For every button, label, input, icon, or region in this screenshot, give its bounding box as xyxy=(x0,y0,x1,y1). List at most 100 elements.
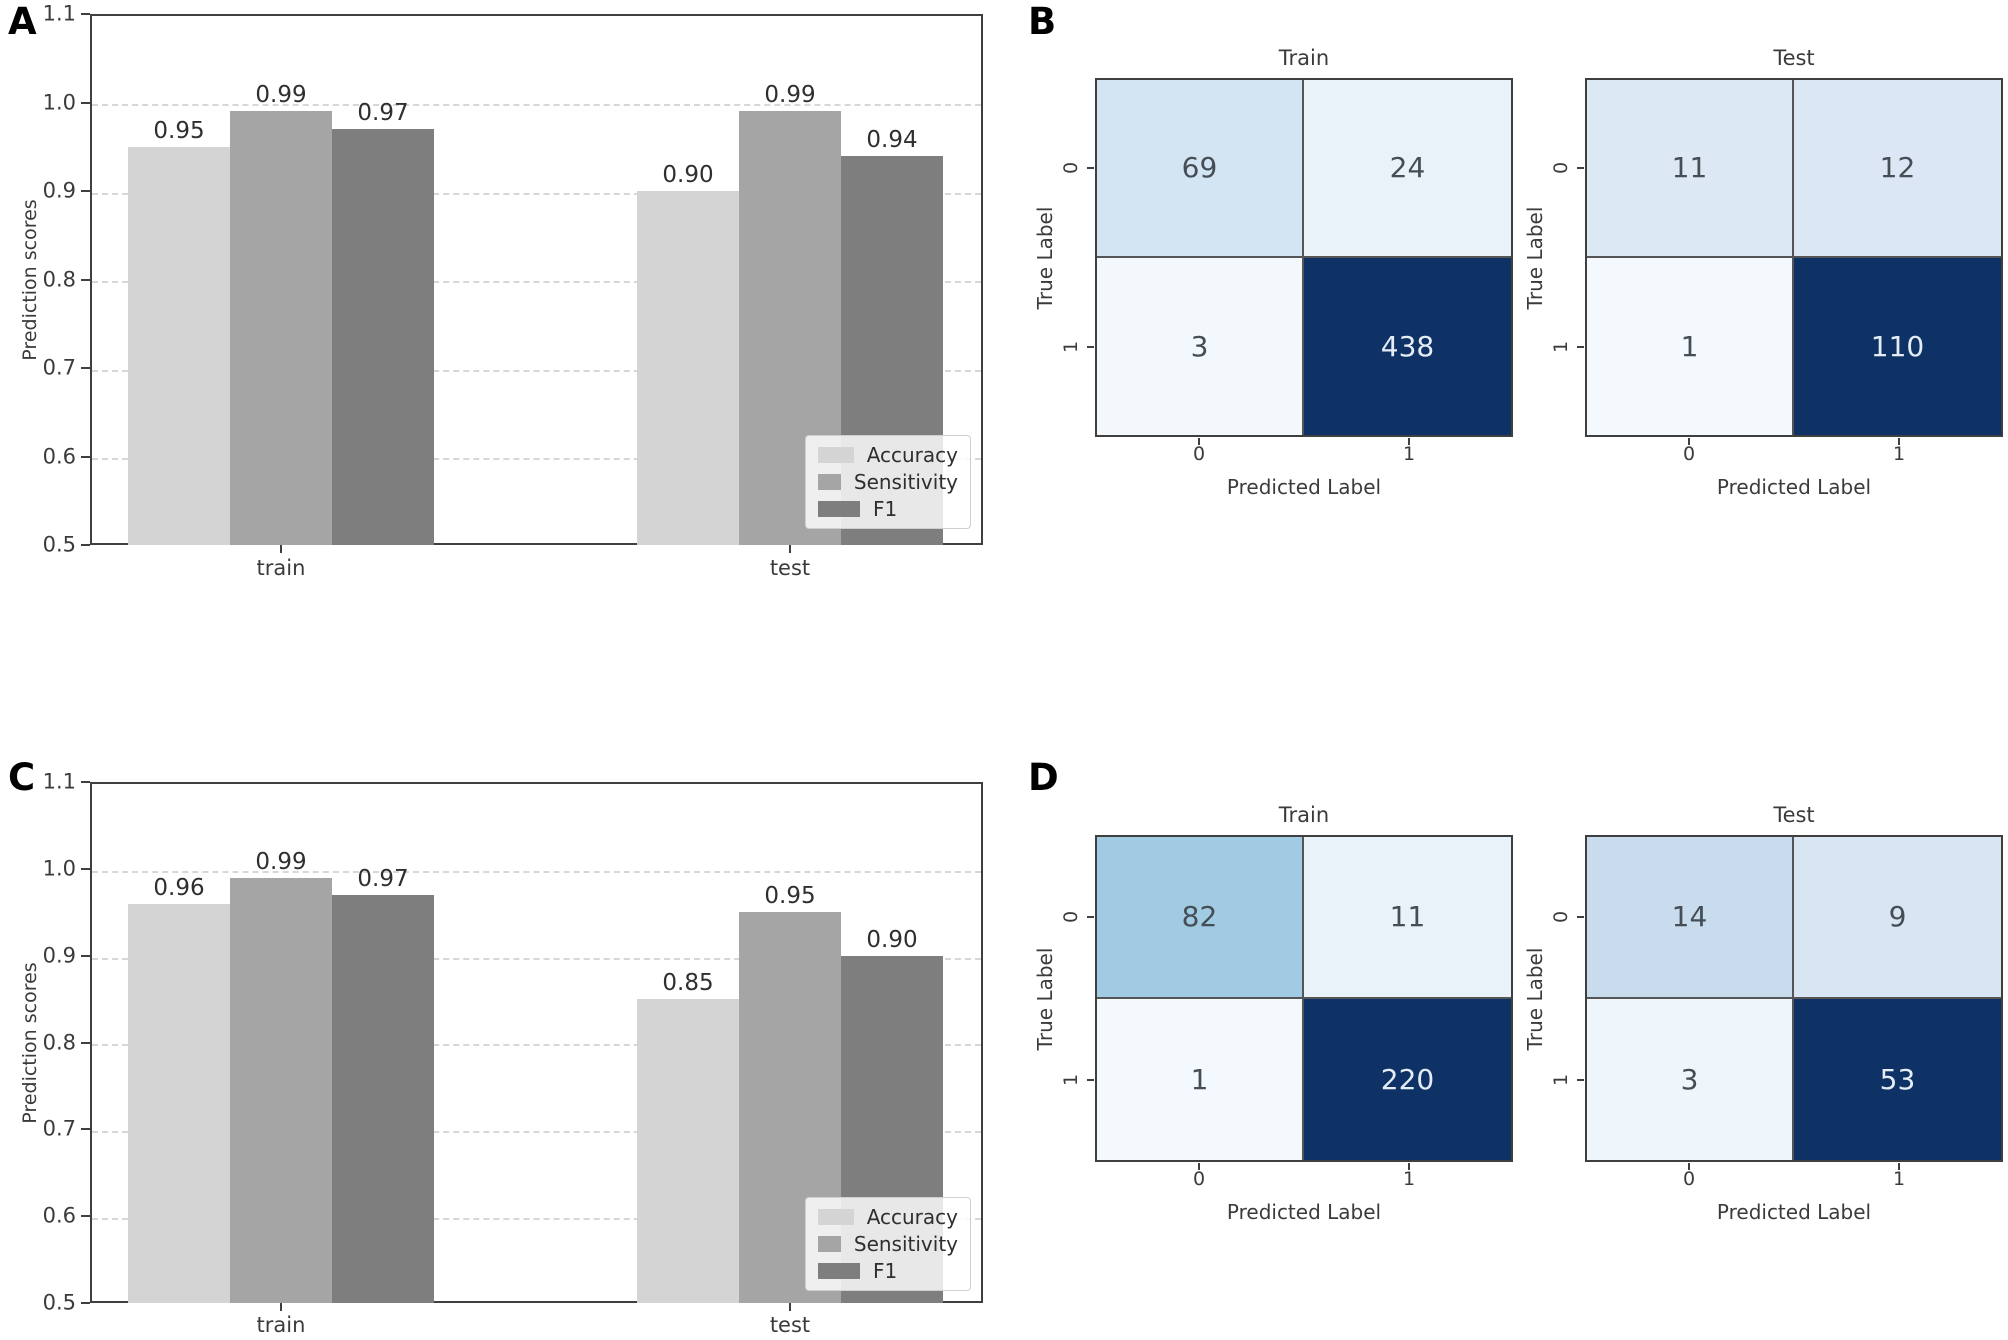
y-tick-mark xyxy=(1577,1079,1584,1081)
x-tick-mark xyxy=(789,545,791,553)
y-tick-label: 1.0 xyxy=(42,856,76,881)
gridline xyxy=(92,370,981,372)
legend: Accuracy Sensitivity F1 xyxy=(805,1197,971,1291)
matrix-cell: 3 xyxy=(1587,998,1794,1160)
panel-label-a: A xyxy=(8,0,37,43)
legend-label: Accuracy xyxy=(866,1205,958,1229)
legend-swatch-accuracy xyxy=(818,447,854,463)
bar-value-label: 0.97 xyxy=(357,100,409,127)
y-tick-label: 0.7 xyxy=(42,1116,76,1141)
legend-row: Accuracy xyxy=(818,443,958,467)
y-tick-mark xyxy=(81,868,90,870)
legend-swatch-accuracy xyxy=(818,1209,854,1225)
matrix-title: Test xyxy=(1773,46,1815,70)
y-axis-label: True Label xyxy=(1033,947,1057,1050)
bar xyxy=(230,877,332,1303)
x-tick-mark xyxy=(1408,438,1410,445)
y-tick-mark xyxy=(81,544,90,546)
gridline xyxy=(92,458,981,460)
y-axis-label: True Label xyxy=(1523,947,1547,1050)
bar-accuracy-test: 0.85 xyxy=(637,782,739,1303)
bar-sensitivity-train: 0.99 xyxy=(230,14,332,545)
y-tick-label: 1 xyxy=(1060,340,1082,354)
y-tick-label: 1 xyxy=(1550,1073,1572,1087)
y-tick-mark xyxy=(1577,916,1584,918)
y-tick-mark xyxy=(81,102,90,104)
bar-accuracy-train: 0.96 xyxy=(128,782,230,1303)
bar xyxy=(128,146,230,545)
y-tick-label: 0.5 xyxy=(42,1290,76,1315)
y-tick-label: 0.9 xyxy=(42,943,76,968)
gridline xyxy=(92,281,981,283)
bar xyxy=(332,129,434,545)
matrix-cell: 82 xyxy=(1097,837,1304,999)
panel-label-c: C xyxy=(8,756,36,799)
legend-label: Sensitivity xyxy=(853,1232,958,1256)
bar xyxy=(637,191,739,545)
x-tick-label: 0 xyxy=(1682,1168,1696,1190)
matrix-cell: 12 xyxy=(1794,80,2001,258)
bar-value-label: 0.95 xyxy=(764,883,816,910)
x-tick-mark xyxy=(1198,438,1200,445)
confusion-matrix-d-test: Test 14 9 3 53 0 1 0 1 Predicted Label T… xyxy=(1523,803,2003,1224)
y-tick-label: 0 xyxy=(1060,910,1082,924)
legend-row: Accuracy xyxy=(818,1205,958,1229)
legend-label: Sensitivity xyxy=(853,470,958,494)
matrix-grid: 69 24 3 438 xyxy=(1095,78,1513,437)
matrix-cell: 14 xyxy=(1587,837,1794,999)
x-tick-mark xyxy=(1688,1163,1690,1170)
gridline xyxy=(92,958,981,960)
y-tick-label: 1 xyxy=(1060,1073,1082,1087)
y-tick-mark xyxy=(81,955,90,957)
confusion-matrix-b-train: Train 69 24 3 438 0 1 0 1 Predicted Labe… xyxy=(1033,46,1513,499)
y-tick-mark xyxy=(81,13,90,15)
x-axis-label: Predicted Label xyxy=(1716,475,1872,499)
x-tick-label: 0 xyxy=(1192,1168,1206,1190)
x-tick-mark xyxy=(1688,438,1690,445)
x-tick-mark xyxy=(1898,1163,1900,1170)
x-tick-mark xyxy=(1198,1163,1200,1170)
y-tick-label: 0.9 xyxy=(42,178,76,203)
x-tick-label: 1 xyxy=(1892,443,1906,465)
matrix-cell: 1 xyxy=(1587,257,1794,435)
y-axis-label: True Label xyxy=(1033,206,1057,309)
legend-label: F1 xyxy=(873,1259,898,1283)
y-tick-mark xyxy=(81,1302,90,1304)
x-tick-label: 1 xyxy=(1892,1168,1906,1190)
x-tick-mark xyxy=(789,1303,791,1311)
x-tick-label: 0 xyxy=(1682,443,1696,465)
x-tick-label-train: train xyxy=(256,556,306,580)
gridline xyxy=(92,1131,981,1133)
bar-value-label: 0.99 xyxy=(764,82,816,109)
y-tick-mark xyxy=(1087,1079,1094,1081)
y-tick-mark xyxy=(81,1042,90,1044)
x-tick-label: 1 xyxy=(1402,1168,1416,1190)
matrix-cell: 11 xyxy=(1587,80,1794,258)
x-tick-label-test: test xyxy=(769,556,811,580)
matrix-title: Train xyxy=(1278,803,1330,827)
matrix-cell: 220 xyxy=(1304,998,1511,1160)
bar-value-label: 0.95 xyxy=(153,117,205,144)
bar-f1-train: 0.97 xyxy=(332,14,434,545)
legend-row: Sensitivity xyxy=(818,1232,958,1256)
y-tick-mark xyxy=(81,781,90,783)
matrix-cell: 11 xyxy=(1304,837,1511,999)
bar-value-label: 0.94 xyxy=(866,126,918,153)
x-tick-label-train: train xyxy=(256,1313,306,1337)
x-tick-mark xyxy=(1898,438,1900,445)
y-tick-label: 1.1 xyxy=(42,1,76,26)
bar-sensitivity-train: 0.99 xyxy=(230,782,332,1303)
y-tick-mark xyxy=(1087,167,1094,169)
bar xyxy=(332,895,434,1303)
legend-label: Accuracy xyxy=(866,443,958,467)
x-tick-label: 0 xyxy=(1192,443,1206,465)
bar-value-label: 0.96 xyxy=(153,874,205,901)
y-tick-label: 0 xyxy=(1550,161,1572,175)
panel-label-b: B xyxy=(1028,0,1057,43)
bar xyxy=(230,111,332,545)
matrix-title: Test xyxy=(1773,803,1815,827)
y-tick-label: 0.6 xyxy=(42,444,76,469)
x-axis-label: Predicted Label xyxy=(1226,1200,1382,1224)
legend: Accuracy Sensitivity F1 xyxy=(805,435,971,529)
